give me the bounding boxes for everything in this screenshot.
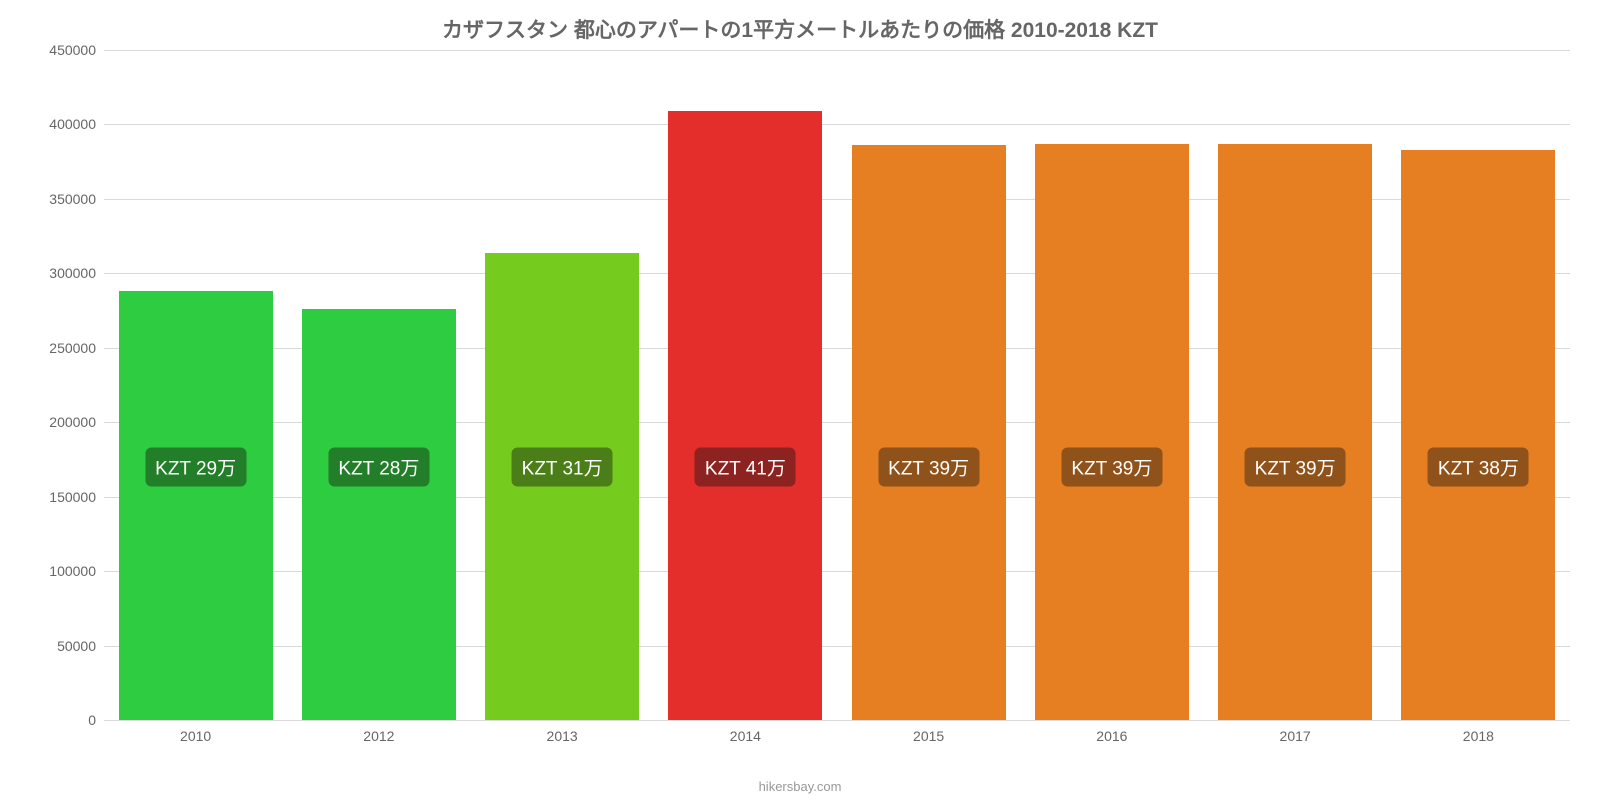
source-label: hikersbay.com [0,779,1600,794]
gridline [104,720,1570,721]
x-tick-label: 2018 [1463,728,1494,744]
y-tick-label: 350000 [49,191,96,207]
y-tick-label: 250000 [49,340,96,356]
x-tick-label: 2012 [363,728,394,744]
bar-value-label: KZT 38万 [1428,447,1529,486]
y-tick-label: 50000 [57,638,96,654]
bar [119,291,273,720]
bar [302,309,456,720]
gridline [104,50,1570,51]
bar [668,111,822,720]
bar-value-label: KZT 39万 [878,447,979,486]
y-tick-label: 150000 [49,489,96,505]
bar-value-label: KZT 39万 [1245,447,1346,486]
bar-value-label: KZT 28万 [328,447,429,486]
y-tick-label: 450000 [49,42,96,58]
y-tick-label: 0 [88,712,96,728]
bar [1035,144,1189,720]
x-tick-label: 2015 [913,728,944,744]
y-tick-label: 200000 [49,414,96,430]
x-tick-label: 2016 [1096,728,1127,744]
y-tick-label: 400000 [49,116,96,132]
bar [1401,150,1555,720]
chart-title: カザフスタン 都心のアパートの1平方メートルあたりの価格 2010-2018 K… [0,0,1600,44]
gridline [104,124,1570,125]
bar-value-label: KZT 29万 [145,447,246,486]
chart-container: KZT 29万 KZT 28万 KZT 31万 KZT 41万 KZT 39万 KZT 3… [30,50,1570,750]
x-tick-label: 2010 [180,728,211,744]
bar-value-label: KZT 39万 [1061,447,1162,486]
bar [852,145,1006,720]
bar-value-label: KZT 41万 [695,447,796,486]
x-tick-label: 2014 [730,728,761,744]
x-tick-label: 2013 [547,728,578,744]
bar-value-label: KZT 31万 [512,447,613,486]
y-tick-label: 100000 [49,563,96,579]
x-tick-label: 2017 [1280,728,1311,744]
plot-area: KZT 29万 KZT 28万 KZT 31万 KZT 41万 KZT 39万 KZT 3… [104,50,1570,720]
bar [1218,144,1372,720]
y-tick-label: 300000 [49,265,96,281]
